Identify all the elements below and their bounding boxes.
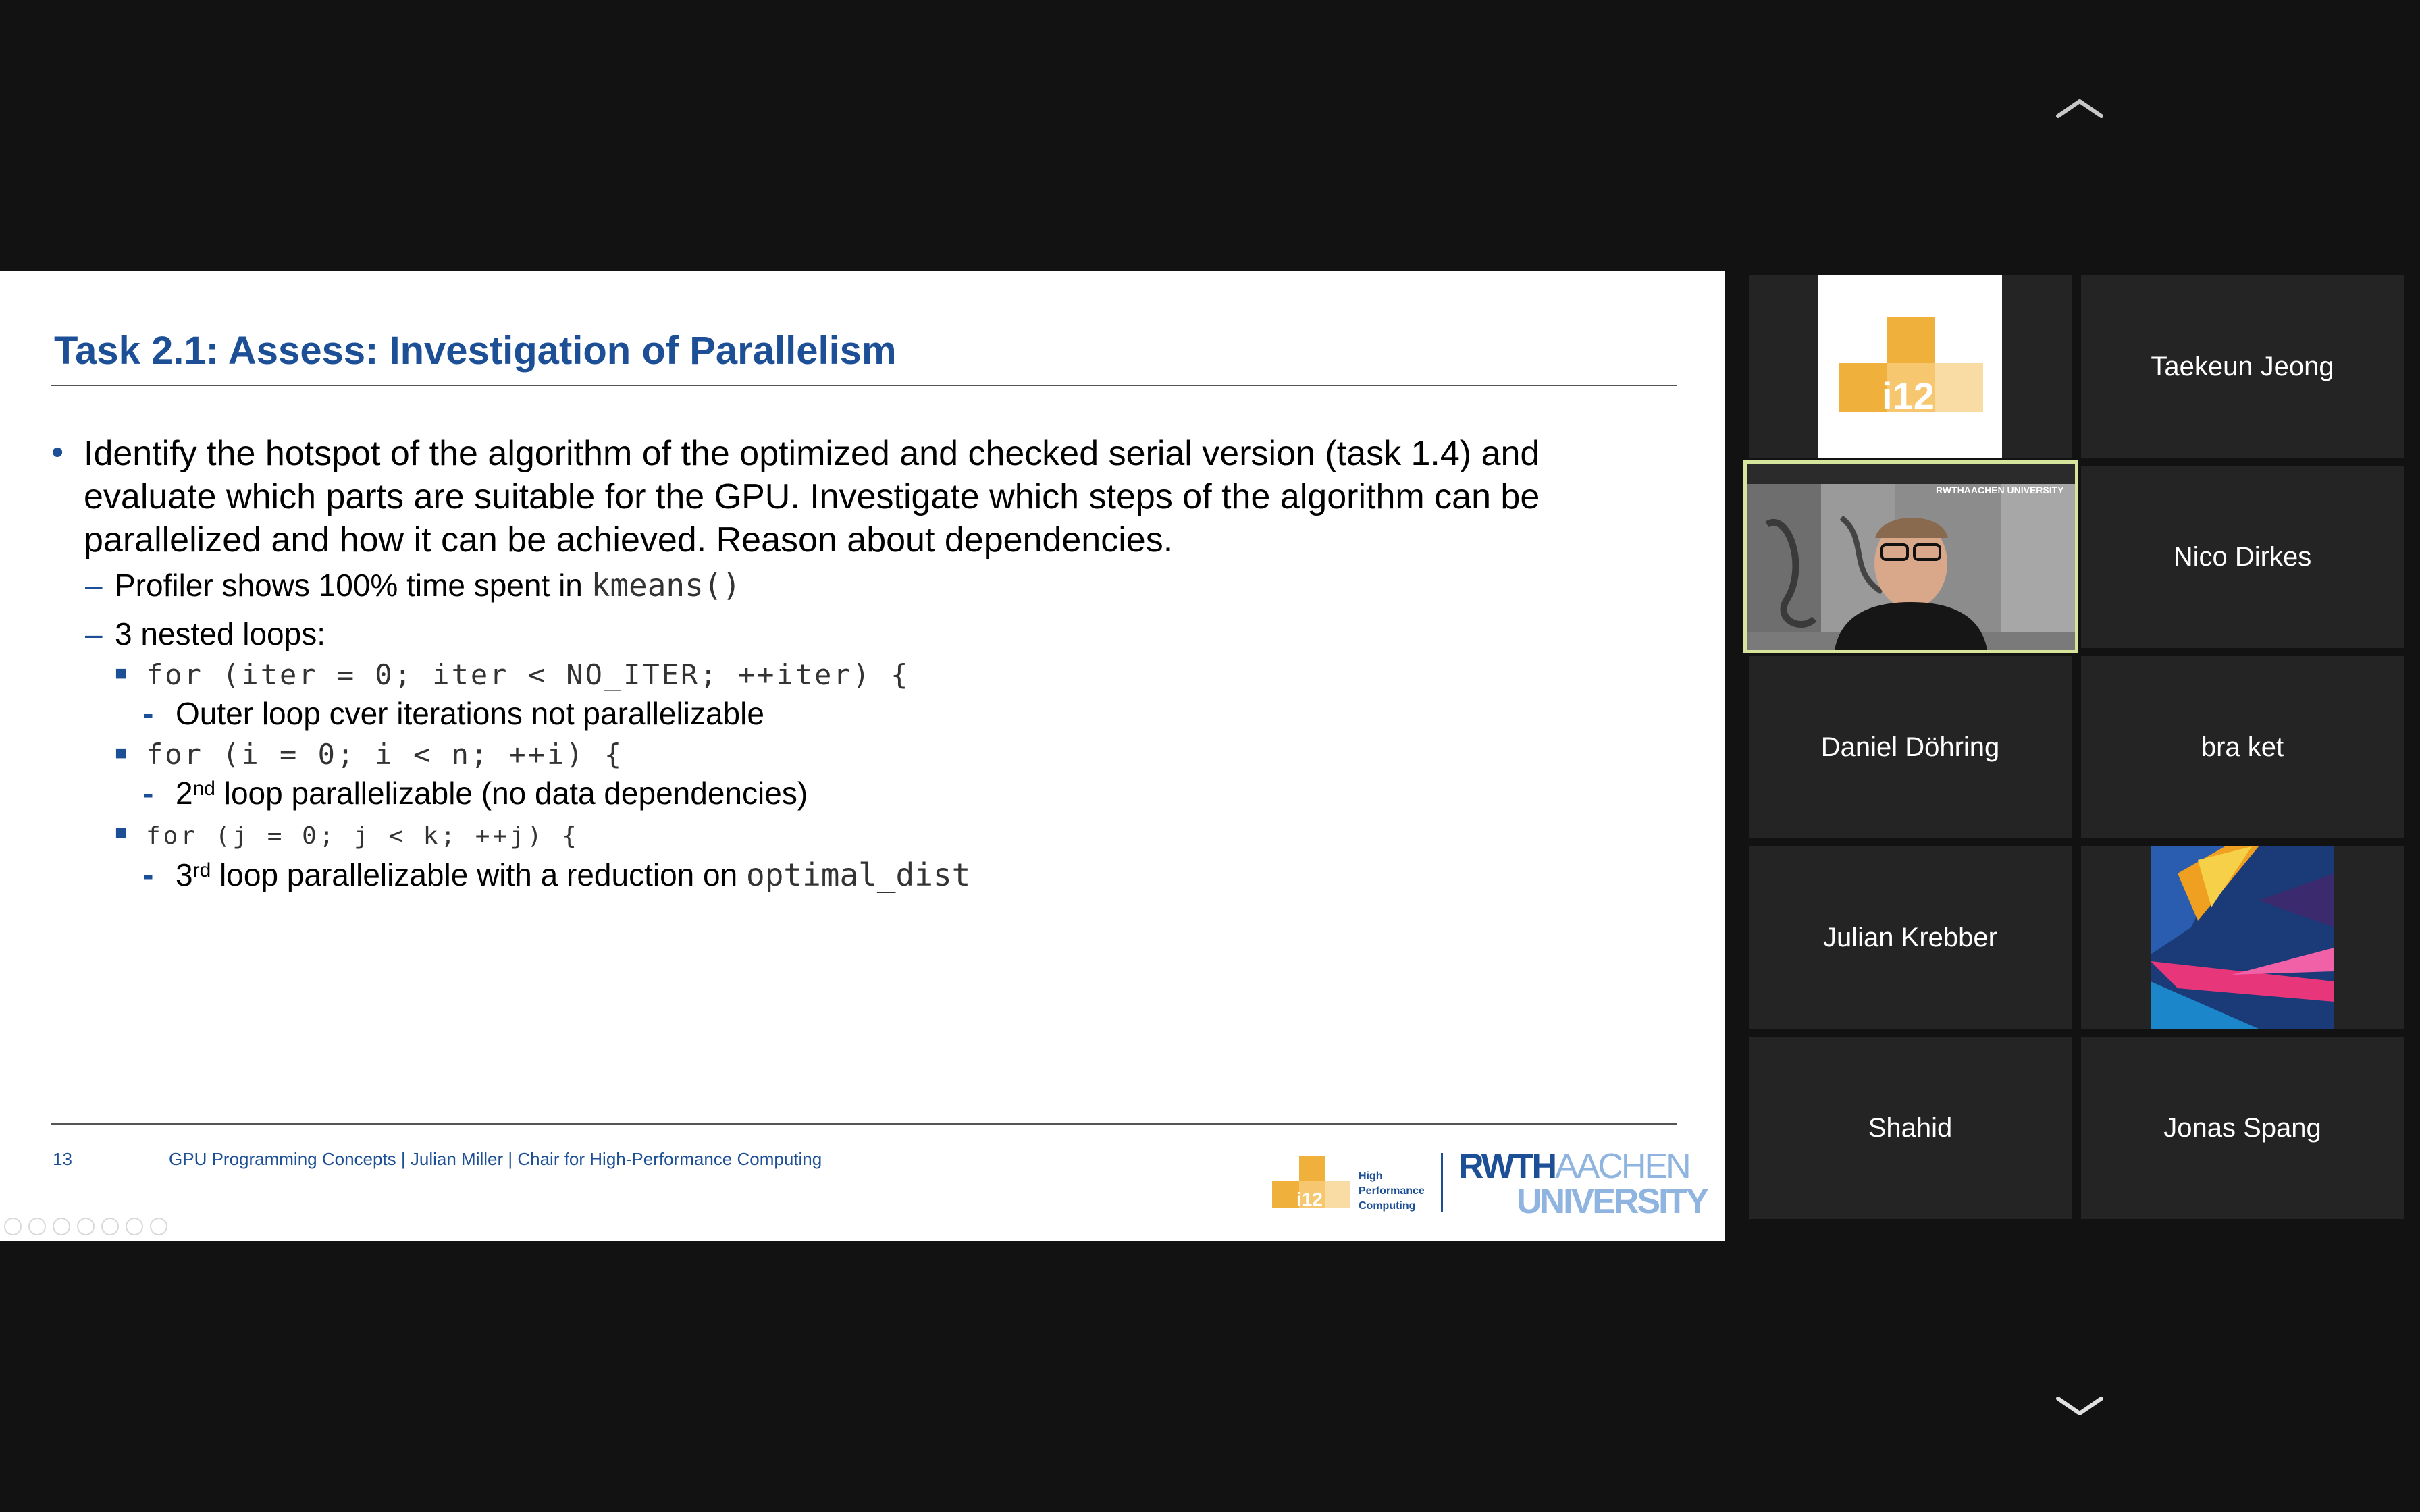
hpc-line-3: Computing (1359, 1200, 1416, 1212)
shared-slide: Task 2.1: Assess: Investigation of Paral… (0, 271, 1725, 1241)
loop3-sup: rd (192, 859, 211, 882)
participant-tile-abstract-avatar[interactable] (2081, 846, 2404, 1029)
i12-avatar-text: i12 (1882, 375, 1935, 417)
abstract-avatar-image (2151, 846, 2334, 1029)
loop1-note-line: - Outer loop cver iterations not paralle… (51, 694, 1677, 733)
more-options-icon[interactable] (150, 1218, 167, 1235)
video-wall-text: RWTHAACHEN UNIVERSITY (1936, 485, 2064, 495)
participant-name: Taekeun Jeong (2151, 351, 2334, 381)
hpc-logo-text: High Performance Computing (1359, 1169, 1425, 1214)
slide-number: 13 (53, 1149, 72, 1169)
participant-name: bra ket (2201, 732, 2284, 762)
participant-name: Julian Krebber (1823, 922, 1997, 952)
loop3-code: for (j = 0; j < k; ++j) { (146, 822, 579, 850)
slide-content: • Identify the hotspot of the algorithm … (51, 432, 1677, 894)
profiler-code: kmeans() (591, 567, 741, 603)
bullet-nested-loops: – 3 nested loops: (51, 614, 1677, 653)
square-marker: ■ (115, 662, 128, 684)
logo-divider (1441, 1153, 1443, 1212)
rwth-logo: RWTHAACHEN UNIVERSITY (1458, 1147, 1709, 1221)
chevron-up-icon[interactable] (2053, 94, 2107, 122)
dash-marker: - (143, 696, 154, 731)
video-feed: RWTHAACHEN UNIVERSITY (1747, 464, 2075, 650)
participant-tile-i12[interactable]: i12 (1749, 275, 2072, 458)
participant-tile-jonas[interactable]: Jonas Spang (2081, 1037, 2404, 1219)
bullet-marker: • (51, 433, 64, 472)
aachen-word: AACHEN (1555, 1147, 1691, 1186)
profiler-text: Profiler shows 100% time spent in (115, 568, 591, 603)
hpc-line-1: High (1359, 1170, 1383, 1182)
dash-marker: – (85, 568, 103, 603)
loop2-code-line: ■ for (i = 0; i < n; ++i) { (51, 736, 1677, 774)
loop1-note: Outer loop cver iterations not paralleli… (176, 696, 764, 731)
participant-tile-braket[interactable]: bra ket (2081, 656, 2404, 838)
subtitles-icon[interactable] (126, 1218, 143, 1235)
hpc-line-2: Performance (1359, 1185, 1425, 1197)
participant-name: Shahid (1868, 1112, 1953, 1143)
loop2-note: loop parallelizable (no data dependencie… (215, 776, 808, 811)
participant-tile-taekeun[interactable]: Taekeun Jeong (2081, 275, 2404, 458)
participant-tile-shahid[interactable]: Shahid (1749, 1037, 2072, 1219)
loop3-note: loop parallelizable with a reduction on (211, 857, 746, 892)
loop1-code-line: ■ for (iter = 0; iter < NO_ITER; ++iter)… (51, 656, 1677, 694)
participant-tile-nico[interactable]: Nico Dirkes (2081, 466, 2404, 648)
loop2-note-line: - 2nd loop parallelizable (no data depen… (51, 774, 1677, 813)
slide-title: Task 2.1: Assess: Investigation of Paral… (54, 329, 897, 373)
university-word: UNIVERSITY (1517, 1182, 1709, 1221)
participant-tile-video-active-speaker[interactable]: RWTHAACHEN UNIVERSITY (1743, 460, 2078, 653)
abstract-art-icon (2151, 846, 2334, 1029)
slides-grid-icon[interactable] (77, 1218, 95, 1235)
footer-divider (51, 1123, 1677, 1125)
prev-slide-icon[interactable] (4, 1218, 22, 1235)
square-marker: ■ (115, 742, 128, 764)
loop3-note-line: - 3rd loop parallelizable with a reducti… (51, 855, 1677, 894)
participant-name: Daniel Döhring (1820, 732, 2000, 762)
dash-marker: - (143, 776, 154, 811)
i12-logo-icon: i12 (1272, 1156, 1350, 1210)
title-divider (51, 385, 1677, 386)
loop2-code: for (i = 0; i < n; ++i) { (146, 738, 624, 771)
dash-marker: – (85, 616, 103, 651)
pen-icon[interactable] (53, 1218, 70, 1235)
i12-logo-icon: i12 (1839, 317, 1983, 417)
nested-loops-text: 3 nested loops: (115, 616, 326, 651)
square-marker: ■ (115, 821, 128, 844)
loop1-code: for (iter = 0; iter < NO_ITER; ++iter) { (146, 658, 910, 691)
loop3-code-line: ■ for (j = 0; j < k; ++j) { (51, 815, 1677, 855)
slide-controls (4, 1218, 167, 1235)
footer-text: GPU Programming Concepts | Julian Miller… (169, 1149, 822, 1169)
participant-tile-julian[interactable]: Julian Krebber (1749, 846, 2072, 1029)
loop2-num: 2 (176, 776, 193, 811)
bullet-profiler: – Profiler shows 100% time spent in kmea… (51, 566, 1677, 605)
zoom-icon[interactable] (101, 1218, 119, 1235)
participant-name: Nico Dirkes (2173, 541, 2312, 572)
loop3-num: 3 (176, 857, 193, 892)
bullet-main-text: Identify the hotspot of the algorithm of… (84, 434, 1540, 560)
chevron-down-icon[interactable] (2053, 1392, 2107, 1419)
rwth-word: RWTH (1458, 1147, 1557, 1186)
dash-marker: - (143, 857, 154, 892)
participant-tile-daniel[interactable]: Daniel Döhring (1749, 656, 2072, 838)
next-slide-icon[interactable] (28, 1218, 46, 1235)
participant-name: Jonas Spang (2163, 1112, 2321, 1143)
loop3-inline-code: optimal_dist (746, 857, 971, 893)
i12-logo-text: i12 (1296, 1189, 1323, 1210)
loop2-sup: nd (192, 778, 215, 800)
i12-avatar: i12 (1818, 275, 2002, 458)
bullet-main: • Identify the hotspot of the algorithm … (51, 432, 1657, 562)
